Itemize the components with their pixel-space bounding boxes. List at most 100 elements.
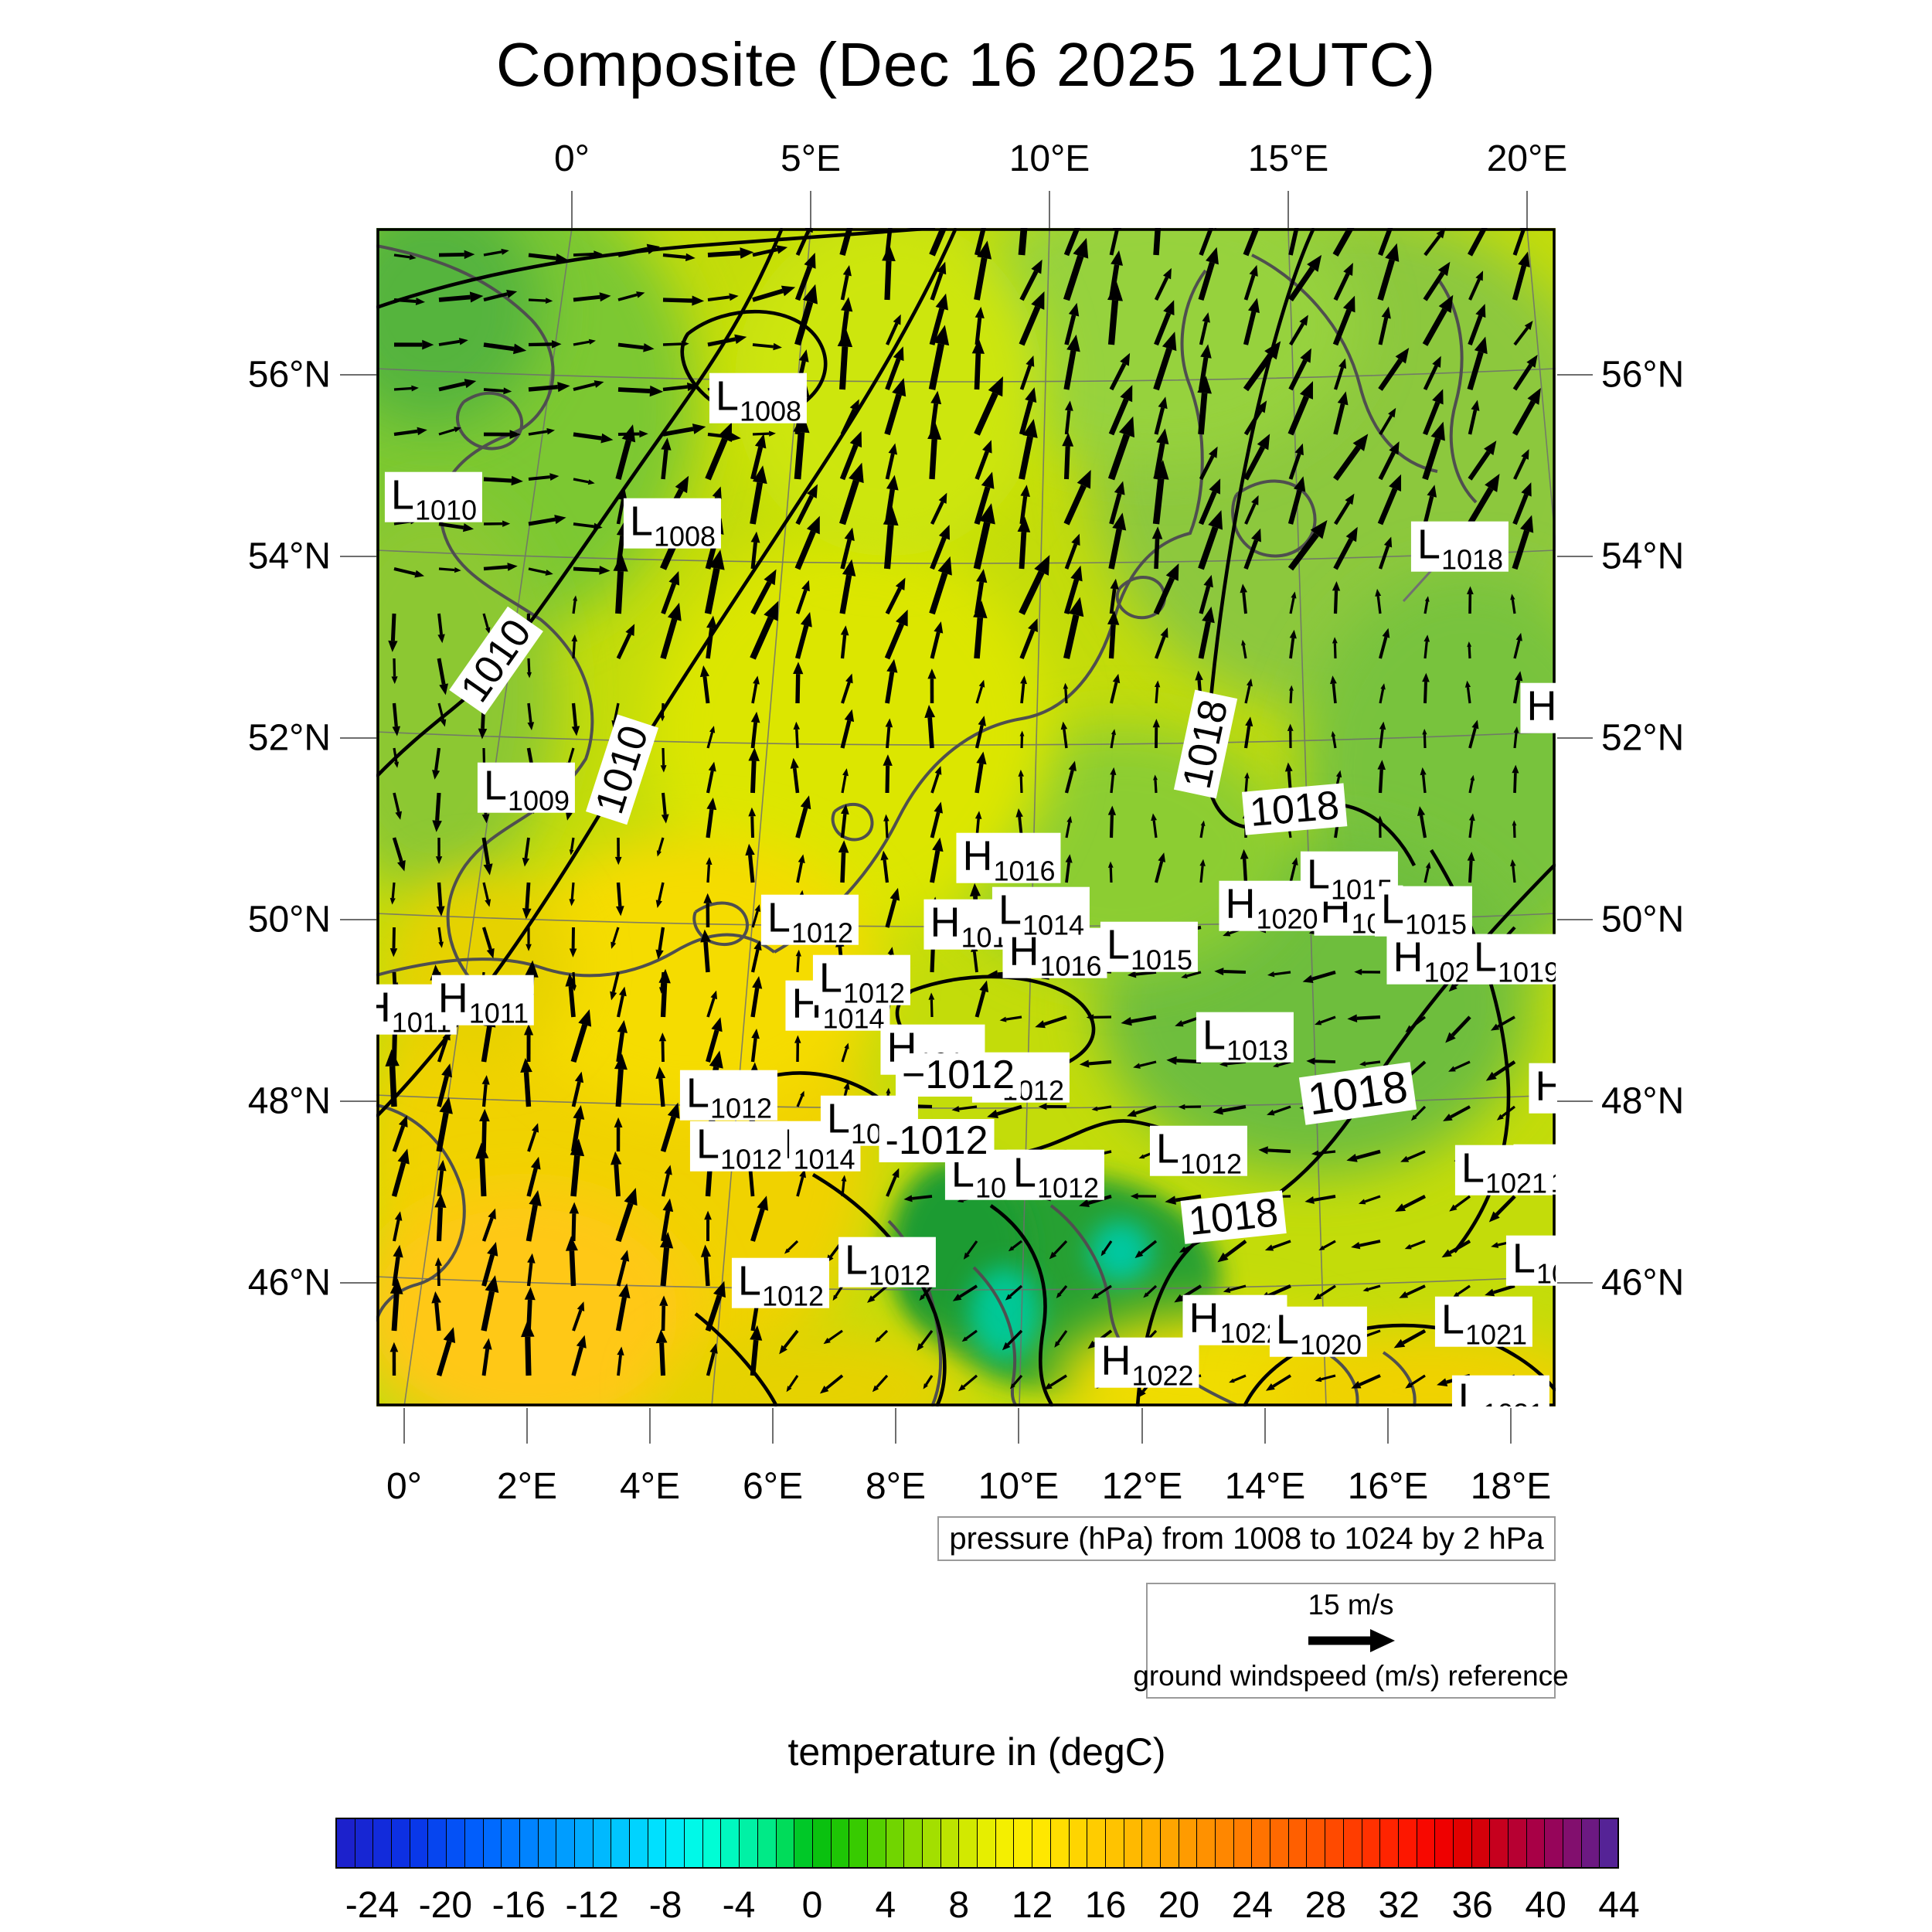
colorbar-tick-label: -12 [565,1885,619,1926]
low-pressure-label: L1019 [1467,934,1556,986]
high-pressure-label: H1018 [1520,682,1556,733]
contour-label: -1012 [879,1119,995,1162]
axis-label: 5°E [781,138,841,179]
colorbar-cell [923,1819,941,1867]
axis-tick [340,556,376,557]
low-pressure-label: L1021 [1505,1235,1556,1287]
colorbar-cell [940,1819,960,1867]
page-title: Composite (Dec 16 2025 12UTC) [495,30,1437,99]
colorbar-cell [1325,1819,1344,1867]
colorbar-tick-label: 24 [1231,1885,1274,1926]
contour-label: 1018 [1173,689,1238,799]
colorbar-cell [995,1819,1015,1867]
axis-label: 18°E [1470,1466,1552,1507]
low-pressure-label: L1012 [679,1070,778,1122]
axis-label: 52°N [247,717,331,759]
colorbar-cell [1471,1819,1491,1867]
low-pressure-label: L1008 [623,498,722,550]
colorbar-tick-label: -4 [722,1885,756,1926]
colorbar-tick-label: -8 [648,1885,682,1926]
wind-reference-box: 15 m/s ground windspeed (m/s) reference [1133,1583,1569,1699]
colorbar-cell [794,1819,813,1867]
colorbar-cell [831,1819,850,1867]
colorbar-cell [611,1819,630,1867]
colorbar-cell [1216,1819,1234,1867]
colorbar-tick-label: -16 [492,1885,546,1926]
colorbar-cell [428,1819,447,1867]
axis-tick [1557,556,1593,557]
colorbar-cell [757,1819,777,1867]
colorbar-cell [519,1819,539,1867]
colorbar-cell [740,1819,758,1867]
axis-tick [1387,1408,1389,1444]
colorbar-cell [1142,1819,1161,1867]
colorbar-cell [1179,1819,1198,1867]
colorbar-cell [1453,1819,1472,1867]
colorbar-cell [776,1819,795,1867]
colorbar-cell [648,1819,667,1867]
axis-label: 56°N [1601,354,1685,396]
colorbar-cell [1343,1819,1362,1867]
colorbar-cell [978,1819,996,1867]
colorbar-tick-label: -20 [418,1885,473,1926]
axis-tick [1557,1100,1593,1102]
colorbar-cell [556,1819,575,1867]
axis-tick [403,1408,405,1444]
axis-label: 12°E [1101,1466,1183,1507]
low-pressure-label: L1012 [731,1257,830,1310]
colorbar-cell [1545,1819,1564,1867]
colorbar-cell [812,1819,832,1867]
colorbar-cell [702,1819,722,1867]
low-pressure-label: L1013 [1196,1012,1294,1064]
axis-tick [772,1408,774,1444]
axis-tick [895,1408,896,1444]
axis-tick [340,374,376,376]
axis-tick [1557,374,1593,376]
colorbar-tick-label: 44 [1598,1885,1640,1926]
axis-label: 0° [386,1466,422,1507]
colorbar-cell [337,1819,355,1867]
axis-tick [1287,191,1289,228]
axis-tick [1557,1282,1593,1284]
axis-label: 50°N [1601,899,1685,940]
axis-label: 56°N [247,354,331,396]
low-pressure-label: L1012 [689,1121,788,1173]
low-pressure-label: L1015 [1374,886,1473,938]
low-pressure-label: L1015 [1100,921,1199,974]
axis-tick [571,191,573,228]
low-pressure-label: L1021 [1434,1296,1533,1349]
colorbar-cell [1160,1819,1179,1867]
colorbar-tick-label: 20 [1158,1885,1200,1926]
colorbar-tick-label: 12 [1011,1885,1053,1926]
colorbar-cell [1124,1819,1143,1867]
axis-tick [1141,1408,1143,1444]
axis-label: 0° [554,138,590,179]
label-leader-line [1402,566,1435,603]
colorbar-cell [1270,1819,1289,1867]
colorbar-cell [1087,1819,1106,1867]
colorbar-cell [867,1819,886,1867]
colorbar-cell [1069,1819,1088,1867]
colorbar-cell [1197,1819,1216,1867]
axis-tick [1557,919,1593,920]
axis-tick [340,737,376,739]
colorbar-cell [666,1819,685,1867]
colorbar-cell [373,1819,393,1867]
colorbar-cell [630,1819,648,1867]
wind-reference-description: ground windspeed (m/s) reference [1133,1660,1569,1692]
low-pressure-label: L1012 [838,1236,937,1289]
axis-tick [1557,737,1593,739]
colorbar-cell [685,1819,703,1867]
colorbar-cell [1105,1819,1124,1867]
low-pressure-label: L1009 [477,762,576,815]
colorbar-cell [1050,1819,1070,1867]
colorbar-cell [849,1819,868,1867]
colorbar-cell [483,1819,502,1867]
colorbar-cell [959,1819,978,1867]
colorbar-cell [1490,1819,1509,1867]
colorbar-cell [1362,1819,1381,1867]
high-pressure-label: H1016 [956,832,1061,885]
axis-tick [1264,1408,1266,1444]
axis-label: 4°E [620,1466,680,1507]
colorbar-cell [574,1819,594,1867]
